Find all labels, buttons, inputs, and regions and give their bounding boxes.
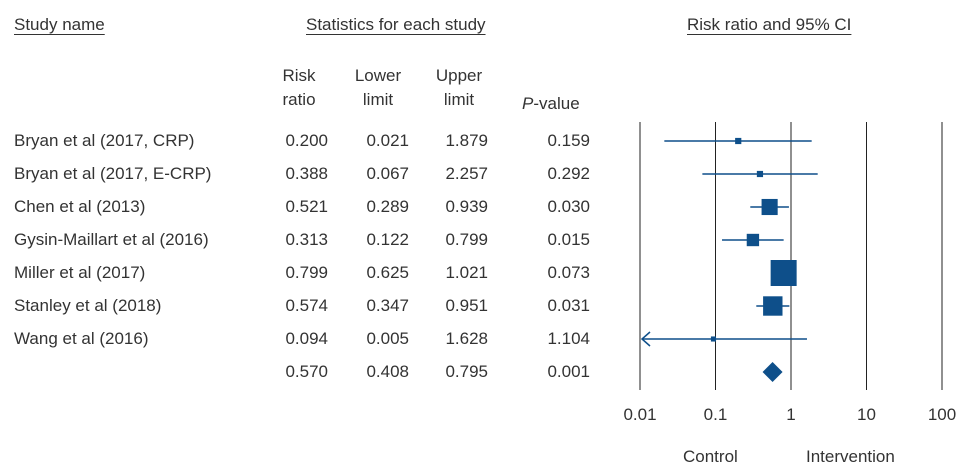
upper-limit-header-line2: limit [443, 90, 475, 109]
upper-limit-cell: 1.021 [445, 263, 488, 282]
risk-ratio-column-header: Risk ratio [268, 64, 330, 112]
study-name-cell: Bryan et al (2017, CRP) [14, 131, 195, 150]
study-name-cell: Stanley et al (2018) [14, 296, 162, 315]
p-value-header-italic: P [522, 94, 534, 113]
point-estimate-marker [770, 260, 797, 286]
lower-limit-cell: 0.408 [366, 362, 409, 381]
study-name-cell: Gysin-Maillart et al (2016) [14, 230, 209, 249]
x-tick-label: 0.01 [623, 405, 657, 424]
x-tick-label: 100 [927, 405, 957, 424]
study-name-cell: Chen et al (2013) [14, 197, 146, 216]
upper-limit-cell: 2.257 [445, 164, 488, 183]
lower-limit-cell: 0.067 [366, 164, 409, 183]
point-estimate-marker [763, 296, 783, 316]
lower-limit-header-line2: limit [362, 90, 394, 109]
upper-limit-column-header: Upper limit [428, 64, 490, 112]
lower-limit-cell: 0.625 [366, 263, 409, 282]
upper-limit-cell: 1.628 [445, 329, 488, 348]
risk-ratio-cell: 0.799 [285, 263, 328, 282]
p-value-cell: 0.001 [547, 362, 590, 381]
ci-arrow [640, 331, 651, 347]
risk-ratio-cell: 0.521 [285, 197, 328, 216]
x-tick-label: 1 [786, 405, 796, 424]
upper-limit-header-line1: Upper [435, 66, 483, 85]
risk-ratio-cell: 0.570 [285, 362, 328, 381]
point-estimate-marker [761, 198, 778, 216]
upper-limit-cell: 1.879 [445, 131, 488, 150]
risk-ratio-cell: 0.200 [285, 131, 328, 150]
study-name-header: Study name [14, 15, 105, 34]
study-name-cell: Bryan et al (2017, E-CRP) [14, 164, 212, 183]
point-estimate-marker [756, 170, 764, 178]
p-value-column-header: P-value [522, 95, 580, 112]
x-tick-label: 10 [857, 405, 876, 424]
p-value-header-text: -value [533, 94, 580, 113]
risk-ratio-cell: 0.094 [285, 329, 328, 348]
control-label: Control [683, 447, 738, 466]
p-value-cell: 0.015 [547, 230, 590, 249]
p-value-cell: 1.104 [547, 329, 590, 348]
lower-limit-cell: 0.021 [366, 131, 409, 150]
lower-limit-cell: 0.347 [366, 296, 409, 315]
p-value-cell: 0.073 [547, 263, 590, 282]
point-estimate-marker [735, 137, 742, 145]
lower-limit-cell: 0.005 [366, 329, 409, 348]
study-name-cell: Miller et al (2017) [14, 263, 146, 282]
study-name-cell: Wang et al (2016) [14, 329, 149, 348]
p-value-cell: 0.292 [547, 164, 590, 183]
lower-limit-header-line1: Lower [354, 66, 402, 85]
point-estimate-marker [710, 336, 717, 342]
p-value-cell: 0.031 [547, 296, 590, 315]
risk-ratio-header-line2: ratio [282, 90, 316, 109]
risk-ratio-cell: 0.388 [285, 164, 328, 183]
risk-ratio-cell: 0.574 [285, 296, 328, 315]
upper-limit-cell: 0.795 [445, 362, 488, 381]
lower-limit-cell: 0.289 [366, 197, 409, 216]
p-value-cell: 0.159 [547, 131, 590, 150]
upper-limit-cell: 0.799 [445, 230, 488, 249]
lower-limit-cell: 0.122 [366, 230, 409, 249]
point-estimate-marker [746, 233, 760, 247]
x-tick-label: 0.1 [703, 405, 728, 424]
upper-limit-cell: 0.939 [445, 197, 488, 216]
statistics-header: Statistics for each study [306, 15, 486, 34]
risk-ratio-cell: 0.313 [285, 230, 328, 249]
plot-title: Risk ratio and 95% CI [687, 15, 852, 34]
upper-limit-cell: 0.951 [445, 296, 488, 315]
p-value-cell: 0.030 [547, 197, 590, 216]
lower-limit-column-header: Lower limit [345, 64, 411, 112]
intervention-label: Intervention [806, 447, 895, 466]
risk-ratio-header-line1: Risk [282, 66, 316, 85]
summary-diamond [762, 362, 783, 382]
